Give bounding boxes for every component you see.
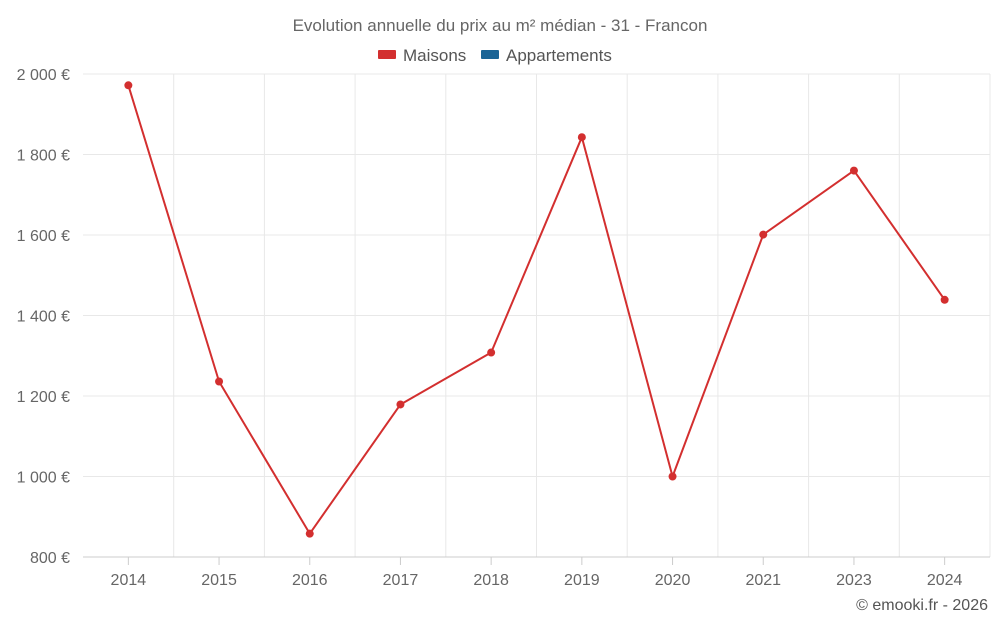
data-point[interactable] — [215, 377, 224, 386]
data-point[interactable] — [759, 230, 768, 239]
data-point[interactable] — [305, 529, 314, 538]
y-tick-label: 1 200 € — [17, 389, 70, 406]
legend-label-appartements: Appartements — [506, 46, 612, 65]
credit-text: © emooki.fr - 2026 — [856, 597, 988, 614]
legend-item-appartements[interactable]: Appartements — [481, 46, 612, 65]
data-point[interactable] — [668, 472, 677, 481]
chart-title: Evolution annuelle du prix au m² médian … — [293, 16, 708, 35]
x-tick-label: 2018 — [473, 572, 509, 589]
y-tick-label: 2 000 € — [17, 67, 70, 84]
series-maisons — [124, 81, 949, 538]
axes: 800 € 1 000 € 1 200 € 1 400 € 1 600 € 1 800 €… — [17, 67, 990, 589]
data-point[interactable] — [396, 400, 405, 409]
legend-swatch-maisons — [378, 50, 396, 59]
grid — [83, 73, 991, 557]
x-tick-label: 2021 — [745, 572, 781, 589]
data-point[interactable] — [577, 133, 586, 142]
x-tick-label: 2015 — [201, 572, 237, 589]
x-tick-label: 2016 — [292, 572, 328, 589]
y-tick-label: 1 600 € — [17, 228, 70, 245]
x-tick-label: 2019 — [564, 572, 600, 589]
x-tick-label: 2017 — [383, 572, 419, 589]
y-tick-label: 800 € — [30, 550, 70, 567]
x-tick-label: 2024 — [927, 572, 963, 589]
y-tick-label: 1 000 € — [17, 470, 70, 487]
y-tick-label: 1 400 € — [17, 309, 70, 326]
x-tick-label: 2014 — [111, 572, 147, 589]
data-point[interactable] — [849, 166, 858, 175]
legend-swatch-appartements — [481, 50, 499, 59]
legend-item-maisons[interactable]: Maisons — [378, 46, 466, 65]
data-point[interactable] — [124, 81, 133, 90]
y-tick-label: 1 800 € — [17, 148, 70, 165]
legend: Maisons Appartements — [378, 46, 612, 65]
x-tick-label: 2023 — [836, 572, 872, 589]
data-point[interactable] — [940, 295, 949, 304]
data-point[interactable] — [487, 348, 496, 357]
series-line — [127, 84, 946, 535]
x-tick-label: 2020 — [655, 572, 691, 589]
legend-label-maisons: Maisons — [403, 46, 466, 65]
